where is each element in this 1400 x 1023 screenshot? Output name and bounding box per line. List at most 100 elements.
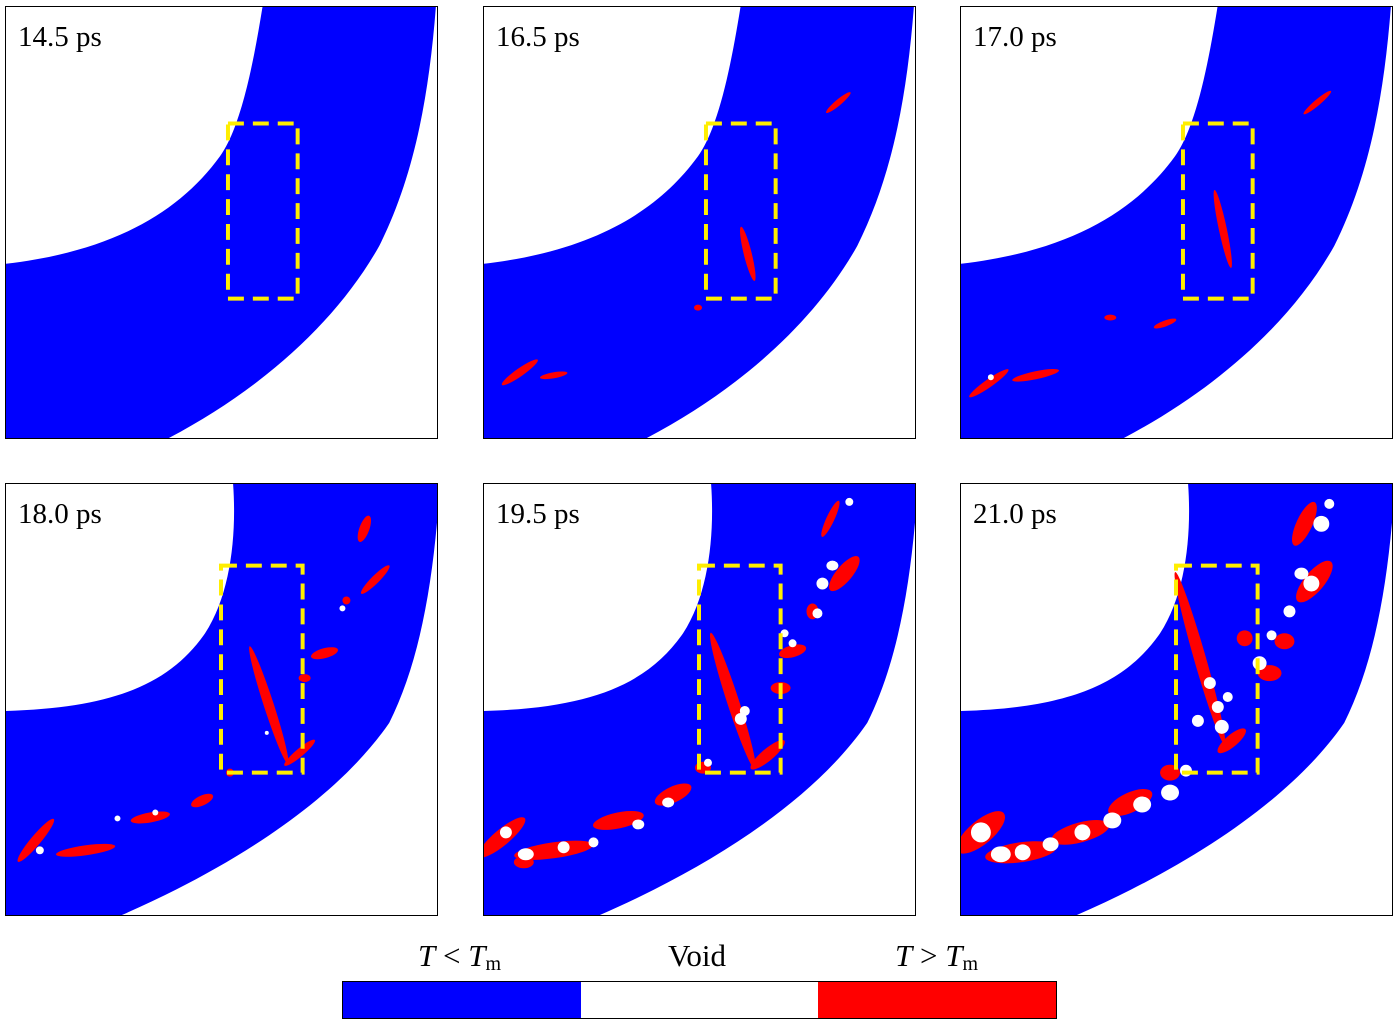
molten-region bbox=[484, 817, 526, 858]
legend-cold-ref: T bbox=[468, 938, 486, 973]
molten-region bbox=[1274, 633, 1295, 650]
void-region bbox=[739, 705, 750, 716]
void-region bbox=[1014, 844, 1031, 861]
void-region bbox=[845, 497, 854, 506]
void-region bbox=[1283, 605, 1296, 618]
void-region bbox=[114, 815, 121, 822]
void-region bbox=[339, 605, 346, 612]
legend-cold-op: < bbox=[435, 938, 469, 973]
molten-region bbox=[1291, 501, 1317, 546]
molten-region bbox=[298, 674, 311, 683]
molten-region bbox=[1303, 90, 1332, 115]
molten-region bbox=[826, 92, 851, 114]
molten-region bbox=[17, 818, 55, 862]
void-region bbox=[35, 846, 44, 855]
snapshot-svg bbox=[6, 484, 437, 915]
material-band bbox=[6, 484, 437, 915]
molten-region bbox=[501, 359, 538, 386]
void-region bbox=[588, 837, 599, 848]
material-band bbox=[961, 484, 1392, 915]
void-region bbox=[990, 846, 1011, 863]
molten-region bbox=[539, 371, 568, 380]
molten-region bbox=[593, 810, 644, 830]
void-region bbox=[812, 608, 823, 619]
void-region bbox=[1074, 824, 1091, 841]
snapshot-panel-6: 21.0 ps bbox=[960, 483, 1393, 916]
void-region bbox=[152, 809, 159, 816]
molten-region bbox=[779, 644, 807, 659]
molten-region bbox=[191, 793, 214, 808]
molten-region bbox=[1012, 368, 1060, 382]
void-region bbox=[517, 848, 534, 861]
void-region bbox=[557, 841, 570, 854]
molten-region bbox=[514, 840, 594, 860]
legend-swatch-cold bbox=[343, 982, 581, 1018]
snapshot-svg bbox=[484, 484, 915, 915]
molten-region bbox=[310, 647, 339, 660]
legend-hot-sub: m bbox=[962, 953, 979, 975]
snapshot-svg bbox=[961, 484, 1392, 915]
region-of-interest-box bbox=[225, 121, 300, 301]
snapshot-panel-5: 19.5 ps bbox=[483, 483, 916, 916]
region-of-interest-box bbox=[1180, 121, 1255, 301]
void-region bbox=[264, 730, 269, 735]
molten-region bbox=[1104, 314, 1117, 321]
material-band bbox=[484, 7, 914, 438]
molten-region bbox=[284, 739, 316, 766]
snapshot-svg bbox=[6, 7, 436, 438]
molten-region bbox=[357, 515, 372, 542]
void-region bbox=[1211, 700, 1224, 713]
region-of-interest-box bbox=[697, 563, 783, 775]
legend-cold-var: T bbox=[418, 938, 436, 973]
void-region bbox=[1191, 714, 1204, 727]
material-band bbox=[6, 7, 436, 438]
molten-region bbox=[709, 632, 756, 770]
void-region bbox=[1303, 575, 1320, 592]
snapshot-svg bbox=[961, 7, 1391, 438]
time-label: 21.0 ps bbox=[973, 498, 1057, 530]
void-region bbox=[1266, 630, 1277, 641]
molten-region bbox=[1153, 318, 1177, 329]
time-label: 14.5 ps bbox=[18, 21, 102, 53]
legend-swatch-void bbox=[580, 982, 819, 1018]
time-label: 16.5 ps bbox=[496, 21, 580, 53]
molten-region bbox=[360, 565, 390, 594]
molten-region bbox=[1108, 788, 1153, 817]
legend-colorbar bbox=[342, 981, 1057, 1019]
void-region bbox=[1203, 677, 1216, 690]
void-region bbox=[499, 826, 512, 839]
void-region bbox=[703, 758, 712, 767]
void-region bbox=[987, 374, 994, 381]
molten-region bbox=[1213, 190, 1232, 268]
molten-region bbox=[969, 369, 1009, 398]
legend-hot-var: T bbox=[895, 938, 913, 973]
legend-hot-ref: T bbox=[945, 938, 963, 973]
void-region bbox=[1161, 784, 1179, 801]
legend-cold-sub: m bbox=[485, 953, 502, 975]
time-label: 17.0 ps bbox=[973, 21, 1057, 53]
void-region bbox=[1313, 515, 1330, 532]
molten-region bbox=[821, 500, 840, 537]
snapshot-panel-4: 18.0 ps bbox=[5, 483, 438, 916]
molten-region bbox=[56, 843, 116, 857]
molten-region bbox=[1236, 630, 1253, 647]
legend-void-label: Void bbox=[668, 938, 727, 973]
molten-region bbox=[750, 739, 785, 770]
void-region bbox=[1294, 567, 1309, 580]
void-region bbox=[1214, 719, 1229, 734]
molten-region bbox=[130, 811, 170, 824]
void-region bbox=[1222, 692, 1233, 702]
void-region bbox=[788, 639, 797, 648]
material-band bbox=[961, 7, 1391, 438]
molten-region bbox=[342, 596, 351, 605]
molten-region bbox=[249, 646, 289, 764]
void-region bbox=[662, 797, 675, 808]
snapshot-panel-1: 14.5 ps bbox=[5, 6, 438, 439]
void-region bbox=[632, 819, 645, 830]
molten-region bbox=[828, 556, 860, 592]
snapshot-svg bbox=[484, 7, 914, 438]
void-region bbox=[816, 577, 829, 590]
time-label: 18.0 ps bbox=[18, 498, 102, 530]
region-of-interest-box bbox=[703, 121, 778, 301]
void-region bbox=[826, 560, 839, 571]
